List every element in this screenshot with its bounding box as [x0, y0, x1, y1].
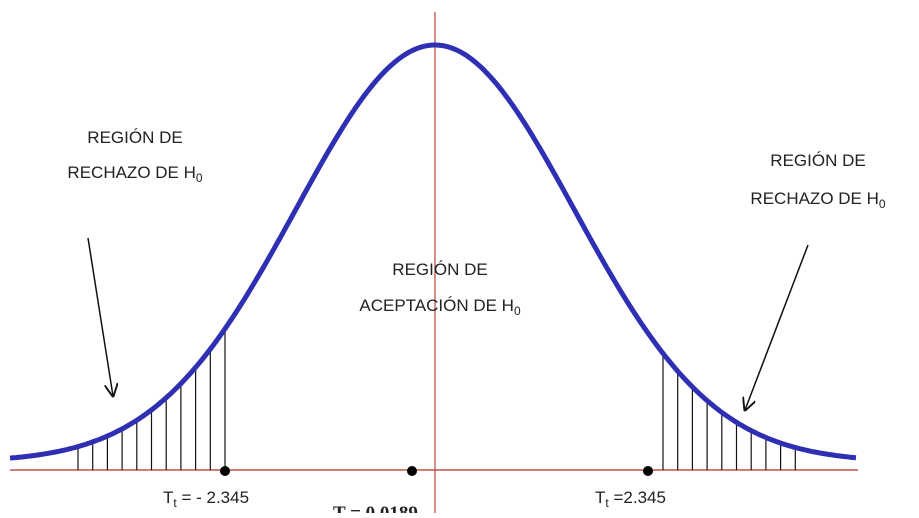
point-marker — [407, 466, 417, 476]
distribution-curve — [9, 42, 857, 461]
region-label: RECHAZO DE H0 — [750, 189, 885, 211]
subscript: 0 — [196, 171, 203, 185]
text: = 0.0189 — [345, 503, 418, 513]
subscript: 0 — [514, 304, 521, 318]
point-marker — [643, 466, 653, 476]
region-label: REGIÓN DE — [87, 128, 182, 147]
region-label: RECHAZO DE H0 — [67, 163, 202, 185]
rejection-hatching — [77, 328, 796, 470]
text: RECHAZO DE H — [750, 189, 878, 208]
subscript: t — [173, 496, 177, 510]
text: T — [163, 488, 173, 507]
arrow-right — [745, 244, 809, 410]
text: T — [595, 488, 605, 507]
region-label: REGIÓN DE — [392, 260, 487, 279]
text: ACEPTACIÓN DE H — [359, 296, 514, 315]
point-label: T = 0.0189 — [333, 503, 418, 513]
text: =2.345 — [609, 488, 666, 507]
region-label: REGIÓN DE — [770, 151, 865, 170]
point-label: Tt = - 2.345 — [163, 488, 249, 510]
text: = - 2.345 — [177, 488, 249, 507]
point-label: Tt =2.345 — [595, 488, 666, 510]
text: T — [333, 503, 346, 513]
text: RECHAZO DE H — [67, 163, 195, 182]
subscript: t — [605, 496, 609, 510]
subscript: 0 — [879, 197, 886, 211]
region-label: ACEPTACIÓN DE H0 — [359, 296, 521, 318]
point-marker — [220, 466, 230, 476]
arrow-left — [87, 237, 113, 396]
